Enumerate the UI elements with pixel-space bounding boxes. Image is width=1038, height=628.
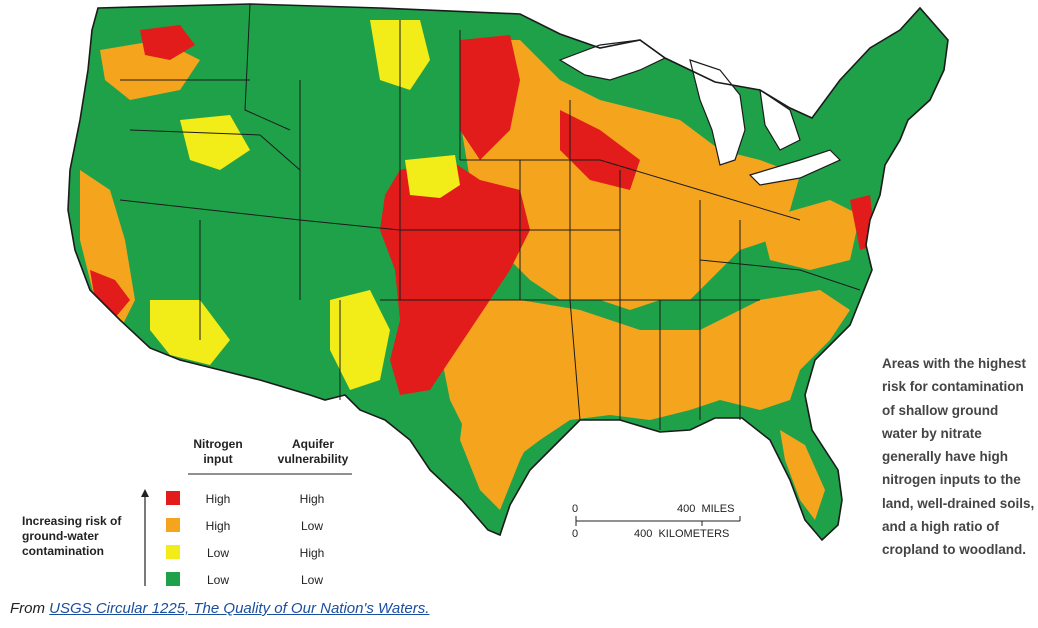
legend-header-aquifer: Aquifer vulnerability	[277, 437, 349, 466]
high-low-region-south	[440, 290, 850, 470]
side-note-line: land, well-drained soils,	[882, 495, 1035, 511]
source-prefix: From	[10, 600, 50, 617]
side-note-line: and a high ratio of	[882, 519, 999, 535]
legend-aquifer-value: Low	[300, 519, 323, 533]
high-low-region-florida	[780, 430, 825, 520]
risk-axis-label: Increasing risk of ground-water contamin…	[22, 514, 122, 558]
side-note: Areas with the highest risk for contamin…	[882, 352, 1038, 562]
legend-swatch-high-low	[166, 518, 180, 532]
source-caption: From USGS Circular 1225, The Quality of …	[10, 600, 429, 617]
legend-swatch-low-high	[166, 545, 180, 559]
legend-aquifer-value: High	[299, 492, 325, 506]
scale-kilometers-label: 400 KILOMETERS	[634, 528, 730, 540]
high-high-region-dakotas	[460, 35, 520, 160]
high-low-region-east	[760, 200, 860, 270]
source-link[interactable]: USGS Circular 1225, The Quality of Our N…	[49, 600, 430, 617]
side-note-line: of shallow ground	[882, 402, 999, 418]
legend-nitrogen-value: High	[205, 492, 231, 506]
legend-nitrogen-value: High	[205, 519, 231, 533]
legend-aquifer-value: Low	[300, 573, 323, 587]
side-note-line: risk for contamination	[882, 379, 1024, 395]
state-borders	[119, 3, 861, 430]
scale-zero-top: 0	[572, 503, 579, 515]
risk-arrow-head	[141, 489, 149, 497]
side-note-line: nitrogen inputs to the	[882, 472, 1021, 488]
legend-swatch-low-low	[166, 572, 180, 586]
high-high-region-california	[90, 270, 130, 318]
scale-miles-label: 400 MILES	[677, 503, 735, 515]
side-note-line: cropland to woodland.	[882, 542, 1026, 558]
high-low-region-gulf-coast	[460, 360, 550, 510]
high-high-region-plains	[380, 160, 530, 395]
legend-aquifer-value: High	[299, 546, 325, 560]
scale-bar	[575, 516, 741, 526]
legend-header-nitrogen: Nitrogen input	[193, 437, 243, 466]
great-lakes	[558, 39, 842, 186]
legend-nitrogen-value: Low	[206, 573, 229, 587]
low-high-region-idaho	[180, 115, 250, 170]
side-note-line: Areas with the highest	[882, 356, 1027, 371]
side-note-line: water by nitrate	[882, 425, 982, 441]
legend-swatch-high-high	[166, 491, 180, 505]
side-note-line: generally have high	[882, 449, 1009, 465]
low-high-region-nebraska	[405, 155, 460, 198]
legend-nitrogen-value: Low	[206, 546, 229, 560]
scale-zero-bottom: 0	[572, 528, 579, 540]
high-high-region-montana	[140, 25, 195, 60]
low-high-region-newmexico	[330, 290, 390, 390]
low-high-region-arizona	[150, 300, 230, 365]
